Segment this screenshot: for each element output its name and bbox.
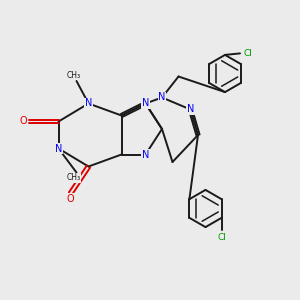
Text: CH₃: CH₃ xyxy=(66,71,81,80)
Text: N: N xyxy=(142,98,149,109)
Text: N: N xyxy=(142,149,149,160)
Text: Cl: Cl xyxy=(244,49,253,58)
Text: O: O xyxy=(67,194,74,204)
Text: O: O xyxy=(19,116,27,127)
Text: Cl: Cl xyxy=(217,233,226,242)
Text: N: N xyxy=(158,92,166,103)
Text: N: N xyxy=(85,98,92,109)
Text: CH₃: CH₃ xyxy=(66,173,81,182)
Text: N: N xyxy=(187,104,194,115)
Text: N: N xyxy=(55,143,62,154)
